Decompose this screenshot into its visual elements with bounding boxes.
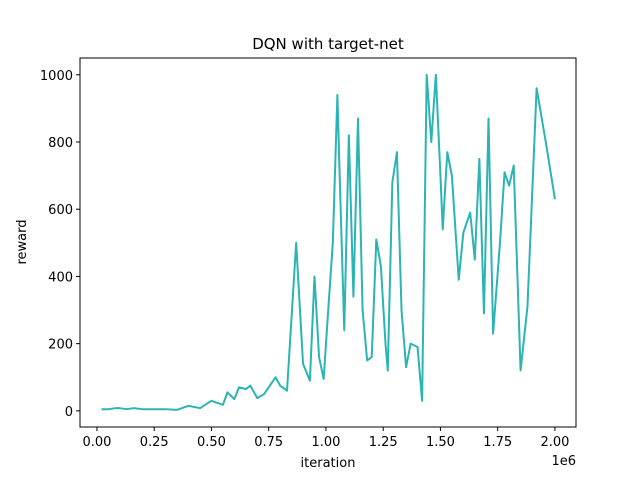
x-axis-label: iteration	[301, 456, 356, 471]
x-tick-label: 0.75	[254, 435, 283, 450]
x-offset-label: 1e6	[551, 454, 576, 469]
y-tick-label: 400	[48, 270, 73, 285]
x-tick-label: 0.25	[140, 435, 169, 450]
plot-frame	[79, 57, 577, 428]
y-tick-label: 200	[48, 338, 73, 353]
y-tick-label: 800	[48, 136, 73, 151]
x-tick-label: 1.75	[483, 435, 512, 450]
x-tick-label: 1.50	[426, 435, 455, 450]
y-axis-label: reward	[15, 219, 30, 264]
x-tick-label: 1.25	[369, 435, 398, 450]
y-tick-label: 1000	[40, 69, 73, 84]
y-tick-label: 600	[48, 203, 73, 218]
y-tick-label: 0	[65, 405, 73, 420]
x-tick-label: 2.00	[540, 435, 569, 450]
chart-title: DQN with target-net	[252, 35, 404, 53]
x-tick-label: 1.00	[311, 435, 340, 450]
line	[101, 73, 556, 411]
x-tick-label: 0.50	[197, 435, 226, 450]
x-tick-label: 0.00	[82, 435, 111, 450]
